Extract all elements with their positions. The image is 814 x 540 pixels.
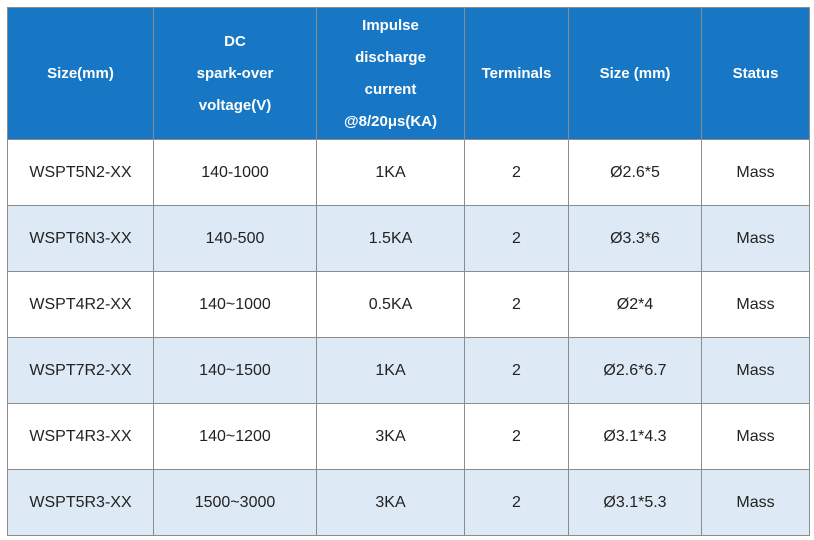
cell-terminals: 2 — [464, 205, 569, 272]
cell-model: WSPT6N3-XX — [7, 205, 154, 272]
header-current-line: Impulse — [362, 16, 419, 34]
header-current-line: current — [364, 80, 417, 98]
header-status: Status — [701, 7, 810, 140]
cell-size: Ø3.3*6 — [568, 205, 702, 272]
header-current-line: discharge — [355, 48, 426, 66]
cell-status: Mass — [701, 139, 810, 206]
header-dc-spark-over-voltage: DC spark-over voltage(V) — [153, 7, 317, 140]
cell-model: WSPT7R2-XX — [7, 337, 154, 404]
cell-terminals: 2 — [464, 271, 569, 338]
cell-size: Ø3.1*5.3 — [568, 469, 702, 536]
header-status-line: Status — [732, 64, 779, 82]
table-row: WSPT4R3-XX 140~1200 3KA 2 Ø3.1*4.3 Mass — [7, 403, 810, 470]
header-terminals: Terminals — [464, 7, 569, 140]
header-current-line: @8/20μs(KA) — [344, 112, 437, 130]
cell-model: WSPT5N2-XX — [7, 139, 154, 206]
cell-terminals: 2 — [464, 139, 569, 206]
cell-voltage: 140-1000 — [153, 139, 317, 206]
cell-model: WSPT4R3-XX — [7, 403, 154, 470]
header-size-line: Size(mm) — [47, 64, 114, 82]
header-size-mm: Size (mm) — [568, 7, 702, 140]
header-terminals-line: Terminals — [481, 64, 552, 82]
header-row: Size(mm) DC spark-over voltage(V) Impuls… — [7, 7, 810, 140]
cell-current: 3KA — [316, 403, 465, 470]
table-row: WSPT5R3-XX 1500~3000 3KA 2 Ø3.1*5.3 Mass — [7, 469, 810, 536]
header-voltage-line: spark-over — [196, 64, 274, 82]
header-voltage-line: voltage(V) — [198, 96, 272, 114]
cell-status: Mass — [701, 403, 810, 470]
cell-terminals: 2 — [464, 403, 569, 470]
table-row: WSPT4R2-XX 140~1000 0.5KA 2 Ø2*4 Mass — [7, 271, 810, 338]
spec-table: Size(mm) DC spark-over voltage(V) Impuls… — [7, 7, 810, 536]
cell-current: 1KA — [316, 337, 465, 404]
header-size: Size(mm) — [7, 7, 154, 140]
cell-status: Mass — [701, 337, 810, 404]
cell-voltage: 140-500 — [153, 205, 317, 272]
cell-voltage: 140~1500 — [153, 337, 317, 404]
cell-size: Ø3.1*4.3 — [568, 403, 702, 470]
header-voltage-line: DC — [224, 32, 246, 50]
cell-size: Ø2.6*5 — [568, 139, 702, 206]
table-row: WSPT6N3-XX 140-500 1.5KA 2 Ø3.3*6 Mass — [7, 205, 810, 272]
cell-current: 0.5KA — [316, 271, 465, 338]
cell-model: WSPT5R3-XX — [7, 469, 154, 536]
cell-current: 1.5KA — [316, 205, 465, 272]
cell-voltage: 140~1000 — [153, 271, 317, 338]
cell-size: Ø2.6*6.7 — [568, 337, 702, 404]
header-size-mm-line: Size (mm) — [599, 64, 671, 82]
cell-current: 1KA — [316, 139, 465, 206]
cell-voltage: 140~1200 — [153, 403, 317, 470]
cell-voltage: 1500~3000 — [153, 469, 317, 536]
cell-status: Mass — [701, 469, 810, 536]
cell-terminals: 2 — [464, 469, 569, 536]
cell-model: WSPT4R2-XX — [7, 271, 154, 338]
cell-terminals: 2 — [464, 337, 569, 404]
cell-size: Ø2*4 — [568, 271, 702, 338]
cell-status: Mass — [701, 205, 810, 272]
cell-current: 3KA — [316, 469, 465, 536]
table-row: WSPT5N2-XX 140-1000 1KA 2 Ø2.6*5 Mass — [7, 139, 810, 206]
cell-status: Mass — [701, 271, 810, 338]
header-impulse-discharge-current: Impulse discharge current @8/20μs(KA) — [316, 7, 465, 140]
table-row: WSPT7R2-XX 140~1500 1KA 2 Ø2.6*6.7 Mass — [7, 337, 810, 404]
